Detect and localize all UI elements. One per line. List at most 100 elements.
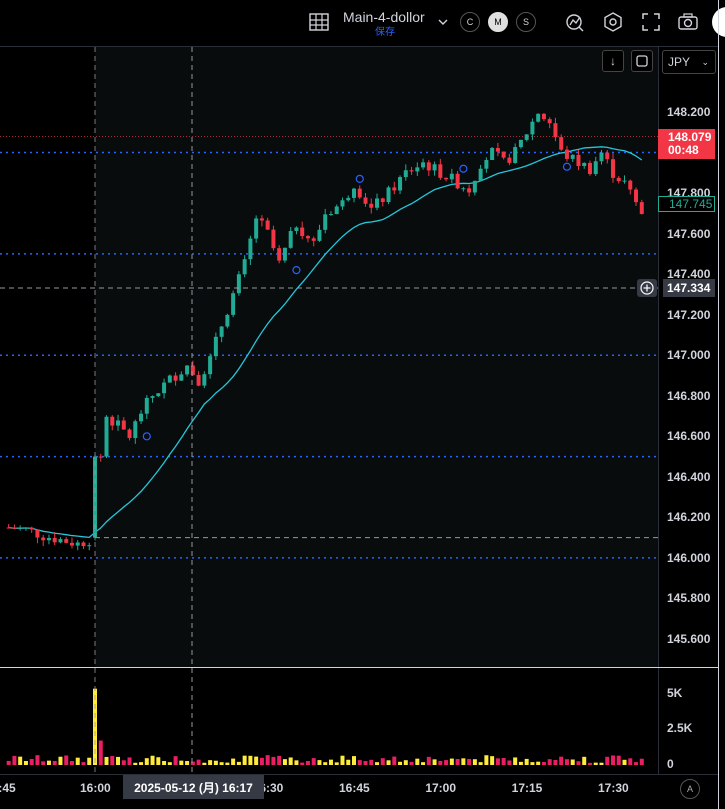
grid-layout-icon[interactable] [306, 10, 332, 34]
volume-bar [75, 757, 80, 765]
candle-body [438, 164, 443, 178]
volume-bar [196, 759, 201, 765]
volume-bar [81, 762, 86, 765]
price-tick-label: 148.200 [667, 105, 711, 119]
price-tick-label: 145.600 [667, 632, 711, 646]
volume-bar [570, 759, 575, 765]
volume-bar [334, 762, 339, 765]
mode-c-button[interactable]: C [460, 12, 480, 32]
volume-bar [444, 760, 449, 765]
add-plus-icon[interactable] [637, 279, 657, 297]
price-tick-label: 145.800 [667, 591, 711, 606]
candle-body [104, 416, 109, 457]
volume-bar [300, 762, 305, 765]
volume-bar [294, 760, 299, 765]
volume-bar [254, 756, 259, 765]
scroll-to-latest-icon[interactable]: ↓ [602, 50, 624, 72]
crosshair-price-badge: 147.334 [663, 279, 715, 297]
volume-bar [208, 760, 213, 765]
volume-bar [541, 762, 546, 765]
candle-body [352, 188, 356, 198]
candle-body [323, 214, 328, 230]
price-tick-label: 146.200 [667, 510, 711, 525]
countdown-value: 00:48 [668, 143, 699, 157]
chevron-down-icon[interactable] [432, 10, 454, 34]
candle-body [449, 173, 454, 180]
volume-bar [346, 759, 351, 765]
volume-bar [35, 755, 40, 765]
volume-bar [432, 759, 437, 765]
volume-bar [605, 756, 610, 765]
candle-body [242, 259, 247, 275]
candle-body [524, 134, 529, 140]
volume-bar [559, 756, 564, 765]
candle-body [513, 147, 518, 163]
moving-average-line [8, 146, 643, 539]
layout-name[interactable]: Main-4-dollor [343, 9, 425, 25]
candle-body [518, 139, 523, 148]
volume-bar [104, 756, 109, 765]
candle-body [628, 180, 633, 190]
volume-bar [375, 762, 380, 765]
time-tick-label: 16:00 [80, 781, 111, 795]
candle-body [564, 149, 569, 159]
candle-body [317, 229, 322, 241]
candle-body [530, 121, 535, 135]
time-tick-label: 15:45 [0, 781, 16, 795]
currency-selector[interactable]: JPY ⌄ [662, 50, 716, 74]
candle-body [190, 365, 195, 375]
candle-body [116, 420, 121, 426]
volume-bar [380, 758, 385, 765]
price-tick-label: 147.600 [667, 226, 711, 241]
volume-bar [305, 760, 310, 765]
volume-bar [162, 761, 167, 765]
candle-body [225, 314, 230, 327]
candle-body [265, 220, 270, 230]
volume-bar [513, 757, 518, 765]
candle-body [202, 374, 207, 386]
currency-label: JPY [668, 55, 691, 69]
candle-body [547, 119, 552, 124]
candle-body [75, 542, 80, 546]
price-tick-label: 146.800 [667, 388, 711, 403]
candle-body [576, 154, 581, 167]
volume-bar [576, 761, 581, 765]
candle-body [553, 123, 558, 138]
candle-body [64, 539, 69, 543]
price-tick-label: 146.400 [667, 469, 711, 484]
candle-body [46, 537, 51, 541]
fullscreen-icon[interactable] [638, 10, 664, 34]
time-tick-label: 16:45 [339, 781, 370, 795]
candle-body [369, 203, 374, 208]
volume-bar [518, 761, 523, 765]
candle-body [98, 456, 103, 458]
volume-bar [121, 760, 126, 765]
volume-tick-label: 5K [667, 686, 683, 700]
camera-icon[interactable] [675, 10, 701, 34]
volume-bar [6, 760, 11, 765]
candle-body [277, 248, 282, 261]
candle-body [541, 113, 546, 120]
candle-body [587, 162, 592, 175]
volume-bar [248, 755, 253, 765]
volume-bar [438, 760, 443, 765]
candle-body [282, 247, 287, 261]
candle-body [173, 375, 178, 381]
candle-body [593, 161, 598, 175]
candle-body [259, 218, 264, 221]
volume-bar [259, 757, 264, 765]
volume-bar [484, 755, 489, 765]
auto-fit-icon[interactable] [631, 50, 653, 72]
alert-icon[interactable] [562, 10, 588, 34]
mode-m-button[interactable]: M [488, 12, 508, 32]
candle-body [208, 356, 213, 375]
volume-bar [530, 762, 535, 765]
volume-bar [277, 755, 282, 765]
auto-scale-button[interactable]: A [680, 779, 700, 799]
volume-bar [409, 761, 414, 765]
volume-bar [553, 760, 558, 765]
volume-bar [133, 762, 138, 765]
settings-hex-icon[interactable] [600, 10, 626, 34]
mode-s-button[interactable]: S [516, 12, 536, 32]
